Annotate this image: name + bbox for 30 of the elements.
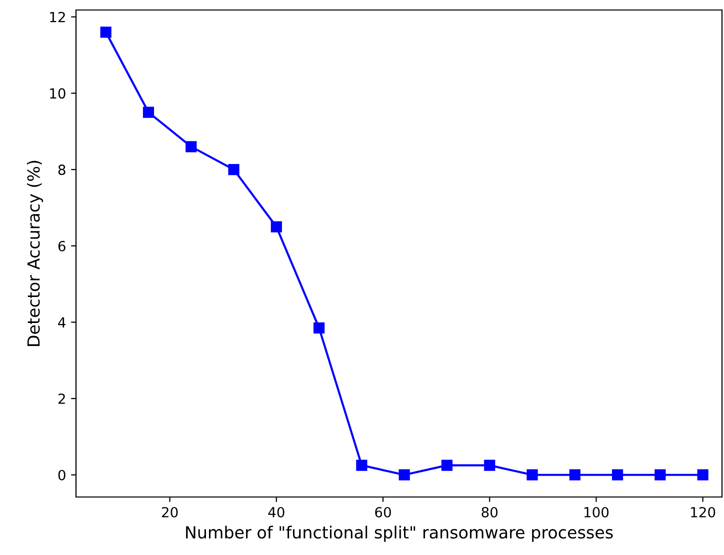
x-tick-label: 40 — [268, 506, 284, 518]
y-tick-label: 2 — [58, 394, 65, 404]
point — [270, 221, 282, 232]
point — [484, 460, 496, 471]
point — [441, 460, 453, 471]
x-tick-label: 20 — [162, 506, 178, 518]
point — [142, 106, 154, 118]
point — [356, 460, 368, 471]
y-tick-label: 0 — [58, 470, 66, 480]
point — [398, 469, 410, 480]
point — [654, 469, 666, 480]
y-tick-label: 10 — [50, 88, 66, 99]
x-tick-label: 100 — [584, 506, 609, 518]
y-tick-label: 12 — [50, 12, 65, 22]
point — [100, 26, 112, 38]
y-tick-label: 6 — [58, 240, 66, 252]
point — [228, 164, 240, 176]
point — [186, 141, 197, 152]
point — [612, 469, 624, 480]
y-axis-title: Detector Accuracy (%) — [26, 160, 44, 346]
y-tick-label: 4 — [58, 317, 66, 328]
x-tick-label: 80 — [482, 506, 498, 518]
x-tick-label: 60 — [375, 506, 391, 518]
x-tick-label: 120 — [691, 506, 716, 518]
y-tick-label: 8 — [58, 164, 66, 176]
x-axis-title: Number of "functional split" ransomware processes — [186, 526, 613, 542]
point — [697, 469, 708, 480]
point — [526, 469, 538, 480]
point — [569, 469, 580, 480]
point — [313, 322, 325, 334]
